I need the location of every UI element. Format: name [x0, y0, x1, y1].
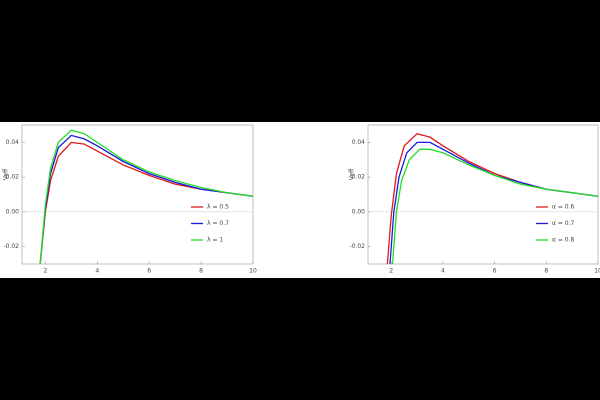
curve [39, 129, 254, 265]
legend-label: α = 0.8 [552, 237, 575, 244]
x-tick-label: 10 [249, 268, 257, 275]
y-tick-label: 0.02 [6, 174, 20, 181]
y-tick-label: -0.02 [3, 243, 19, 250]
x-tick-label: 6 [147, 268, 151, 275]
x-tick-label: 2 [389, 268, 393, 275]
plot-frame [367, 124, 599, 265]
legend-label: λ = 0.5 [207, 204, 229, 211]
x-tick-label: 10 [594, 268, 600, 275]
x-tick-label: 4 [95, 268, 99, 275]
y-tick-label: 0.02 [352, 174, 366, 181]
x-tick-label: 6 [493, 268, 497, 275]
legend-label: λ = 0.7 [207, 220, 229, 227]
y-tick-label: -0.02 [349, 243, 365, 250]
x-tick-label: 8 [544, 268, 548, 275]
y-tick-label: 0.00 [6, 208, 20, 215]
y-tick-label: 0.04 [6, 139, 20, 146]
y-axis-label: Veff [349, 168, 356, 180]
legend-label: λ = 1 [207, 237, 223, 244]
curve [39, 134, 254, 265]
legend-label: α = 0.6 [552, 204, 575, 211]
x-tick-label: 2 [43, 268, 47, 275]
y-tick-label: 0.00 [352, 208, 366, 215]
legend-label: α = 0.7 [552, 220, 575, 227]
plot-frame [21, 124, 254, 265]
curve [391, 148, 599, 265]
x-tick-label: 8 [199, 268, 203, 275]
y-axis-label: Veff [3, 168, 10, 180]
x-tick-label: 4 [441, 268, 445, 275]
y-tick-label: 0.04 [352, 139, 366, 146]
figure-band [0, 122, 600, 278]
